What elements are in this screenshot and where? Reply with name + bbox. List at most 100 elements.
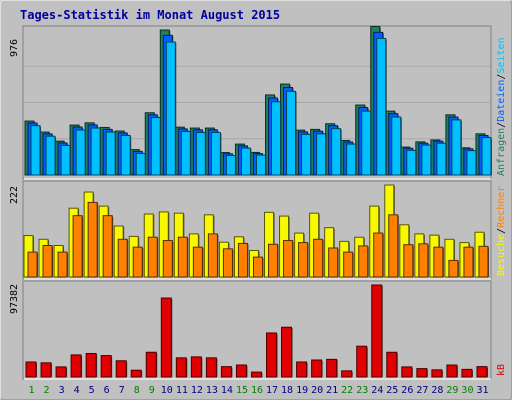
bar-seiten-3 (60, 144, 71, 176)
day-label-1: 1 (29, 385, 35, 396)
bar-rechner-8 (132, 246, 143, 278)
bar-kb-5 (85, 352, 97, 378)
bar-kb-19 (296, 361, 308, 378)
bar-kb-9 (145, 351, 157, 378)
bar-seiten-15 (240, 147, 251, 176)
bar-seiten-18 (286, 90, 297, 176)
bar-kb-25 (386, 351, 398, 378)
bar-seiten-31 (481, 137, 492, 176)
bar-kb-20 (311, 359, 323, 378)
bar-kb-15 (235, 364, 247, 378)
bar-rechner-13 (207, 233, 218, 278)
legend-item-rechner: Rechner (496, 186, 507, 228)
day-labels: 1 2 3 4 5 6 7 8 9 10 11 12 13 14 15 16 17 18 19 20 21 22 23 24 2… (29, 385, 489, 396)
day-label-15: 15 (236, 385, 248, 396)
bar-rechner-21 (328, 247, 339, 278)
day-label-29: 29 (446, 385, 458, 396)
bar-seiten-27 (421, 144, 432, 176)
day-label-3: 3 (59, 385, 65, 396)
day-label-23: 23 (356, 385, 368, 396)
bar-rechner-27 (418, 243, 429, 278)
legend-middle: Besuche/Rechner (496, 186, 507, 276)
bar-kb-26 (401, 366, 413, 378)
bar-rechner-26 (403, 244, 414, 278)
bar-kb-1 (25, 361, 37, 378)
bar-kb-30 (461, 368, 473, 378)
legend-item-dateien: Dateien (496, 80, 507, 122)
day-label-17: 17 (266, 385, 278, 396)
bar-seiten-19 (301, 133, 312, 176)
bar-seiten-17 (271, 101, 282, 176)
bar-rechner-11 (177, 236, 188, 278)
bar-seiten-10 (165, 41, 176, 176)
bar-seiten-1 (30, 125, 41, 176)
bar-seiten-7 (120, 134, 131, 176)
bar-seiten-30 (466, 150, 477, 176)
bar-kb-14 (220, 366, 232, 378)
bar-kb-18 (281, 326, 293, 378)
bar-kb-23 (356, 345, 368, 378)
bar-rechner-15 (237, 242, 248, 278)
day-label-13: 13 (206, 385, 218, 396)
bar-kb-16 (250, 371, 262, 378)
day-label-28: 28 (431, 385, 443, 396)
bar-seiten-2 (45, 135, 56, 176)
day-label-24: 24 (371, 385, 383, 396)
day-label-10: 10 (161, 385, 173, 396)
bar-kb-7 (115, 360, 127, 378)
bar-rechner-29 (448, 259, 459, 278)
bar-rechner-20 (313, 238, 324, 278)
day-label-4: 4 (74, 385, 80, 396)
bar-rechner-18 (283, 240, 294, 278)
bars (23, 25, 492, 378)
legend-item-seiten: Seiten (496, 37, 507, 73)
bar-seiten-14 (225, 155, 236, 176)
bar-seiten-12 (195, 132, 206, 176)
bar-kb-2 (40, 362, 52, 378)
bar-rechner-3 (57, 251, 68, 278)
day-label-16: 16 (251, 385, 263, 396)
day-label-14: 14 (221, 385, 233, 396)
bar-rechner-17 (268, 243, 279, 278)
bar-kb-3 (55, 366, 67, 378)
day-label-25: 25 (386, 385, 398, 396)
bar-rechner-16 (252, 256, 263, 278)
bar-rechner-22 (343, 251, 354, 278)
bar-seiten-22 (346, 143, 357, 176)
bar-seiten-24 (376, 37, 387, 176)
bar-rechner-4 (72, 215, 83, 278)
day-label-11: 11 (176, 385, 188, 396)
bar-kb-24 (371, 284, 383, 378)
legend-separator: / (496, 122, 507, 128)
bar-rechner-10 (162, 240, 173, 278)
bar-rechner-30 (463, 246, 474, 278)
bar-seiten-13 (210, 132, 221, 176)
day-label-2: 2 (44, 385, 50, 396)
bar-kb-31 (476, 366, 488, 378)
axis-labels: 976 222 97382 (9, 39, 20, 314)
bar-kb-8 (130, 369, 142, 378)
bar-rechner-5 (87, 201, 98, 278)
bar-kb-27 (416, 368, 428, 378)
bar-rechner-25 (388, 214, 399, 278)
day-label-22: 22 (341, 385, 353, 396)
bar-rechner-6 (102, 215, 113, 278)
bar-seiten-21 (331, 128, 342, 176)
bar-seiten-4 (75, 129, 86, 176)
bar-rechner-2 (42, 245, 53, 278)
bar-seiten-6 (105, 131, 116, 176)
bar-rechner-23 (358, 245, 369, 278)
bar-rechner-19 (298, 242, 309, 278)
bar-kb-12 (190, 356, 202, 378)
bar-kb-6 (100, 355, 112, 378)
axis-label-middle: 222 (9, 186, 20, 204)
bar-kb-21 (326, 358, 338, 378)
bar-kb-11 (175, 357, 187, 378)
bar-kb-10 (160, 297, 172, 378)
day-label-26: 26 (401, 385, 413, 396)
bar-seiten-8 (135, 152, 146, 176)
day-label-19: 19 (296, 385, 308, 396)
bar-rechner-14 (222, 248, 233, 278)
